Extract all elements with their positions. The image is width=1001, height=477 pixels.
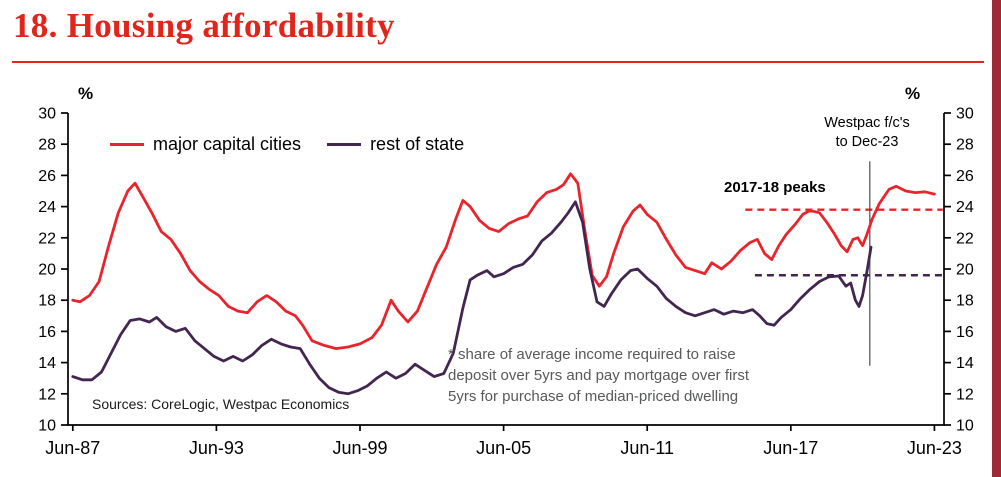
y-tick-label-left: 30 xyxy=(38,106,56,123)
x-tick-label: Jun-05 xyxy=(476,438,531,458)
forecast-annotation-line1: Westpac f/c's xyxy=(824,115,910,131)
y-tick-label-left: 10 xyxy=(38,418,56,435)
y-tick-label-right: 28 xyxy=(956,137,974,154)
y-tick-label-right: 24 xyxy=(956,199,974,216)
footnote-line-3: 5yrs for purchase of median-priced dwell… xyxy=(448,388,739,405)
footnote-line-1: * share of average income required to ra… xyxy=(448,346,736,363)
y-tick-label-right: 30 xyxy=(956,106,974,123)
chart-legend: major capital cities rest of state xyxy=(110,134,464,155)
y-axis-ticks-labels: 10 10 12 12 14 14 16 16 18 18 20 20 22 22 24 24 26 26 28 28… xyxy=(38,106,974,435)
y-tick-label-left: 16 xyxy=(38,324,56,341)
y-tick-label-left: 12 xyxy=(38,386,56,403)
peaks-annotation: 2017-18 peaks xyxy=(724,179,826,196)
y-tick-label-right: 12 xyxy=(956,386,974,403)
title-underline-rule xyxy=(12,61,984,63)
y-tick-label-right: 14 xyxy=(956,355,974,372)
x-tick-label: Jun-87 xyxy=(45,438,100,458)
series-rest-of-state xyxy=(71,200,873,396)
legend-item-capital-cities: major capital cities xyxy=(110,134,301,155)
y-tick-label-right: 22 xyxy=(956,230,974,247)
page-title: 18. Housing affordability xyxy=(13,6,395,45)
chart-footnote: * share of average income required to ra… xyxy=(448,344,793,407)
sources-note: Sources: CoreLogic, Westpac Economics xyxy=(92,396,350,412)
y-tick-label-left: 20 xyxy=(38,262,56,279)
y-tick-label-right: 18 xyxy=(956,293,974,310)
y-tick-label-left: 24 xyxy=(38,199,56,216)
y-tick-label-left: 14 xyxy=(38,355,56,372)
legend-label-rest-of-state: rest of state xyxy=(370,134,465,154)
y-tick-label-right: 20 xyxy=(956,262,974,279)
rest-of-state-line-swatch xyxy=(327,143,362,146)
chart-canvas: 10 10 12 12 14 14 16 16 18 18 20 20 22 22 24 24 26 26 28 28… xyxy=(38,106,974,459)
y-tick-label-left: 28 xyxy=(38,137,56,154)
legend-item-rest-of-state: rest of state xyxy=(327,134,464,155)
y-tick-label-left: 18 xyxy=(38,293,56,310)
capital-cities-line-swatch xyxy=(110,143,144,146)
y-axis-unit-left: % xyxy=(78,84,94,103)
right-edge-bar xyxy=(992,0,1001,477)
x-tick-label: Jun-99 xyxy=(332,438,387,458)
x-tick-label: Jun-11 xyxy=(620,438,674,458)
forecast-annotation-line2: to Dec-23 xyxy=(835,134,899,150)
x-tick-label: Jun-17 xyxy=(763,438,818,458)
y-axis-unit-right: % xyxy=(905,84,921,103)
x-tick-label: Jun-23 xyxy=(907,438,962,458)
x-axis-ticks-labels: Jun-87 Jun-93 Jun-99 Jun-05 Jun-11 Jun-17 Jun-… xyxy=(45,425,962,458)
footnote-line-2: deposit over 5yrs and pay mortgage over … xyxy=(448,367,749,384)
y-tick-label-left: 26 xyxy=(38,168,56,185)
y-tick-label-right: 10 xyxy=(956,418,974,435)
y-tick-label-right: 26 xyxy=(956,168,974,185)
y-tick-label-left: 22 xyxy=(38,230,56,247)
x-tick-label: Jun-93 xyxy=(189,438,244,458)
housing-affordability-chart: 10 10 12 12 14 14 16 16 18 18 20 20 22 22 24 24 26 26 28 28… xyxy=(0,82,1001,477)
legend-label-capital-cities: major capital cities xyxy=(153,134,302,154)
forecast-annotation: Westpac f/c's to Dec-23 xyxy=(798,114,936,152)
y-tick-label-right: 16 xyxy=(956,324,974,341)
series-major-capital-cities xyxy=(71,172,936,350)
